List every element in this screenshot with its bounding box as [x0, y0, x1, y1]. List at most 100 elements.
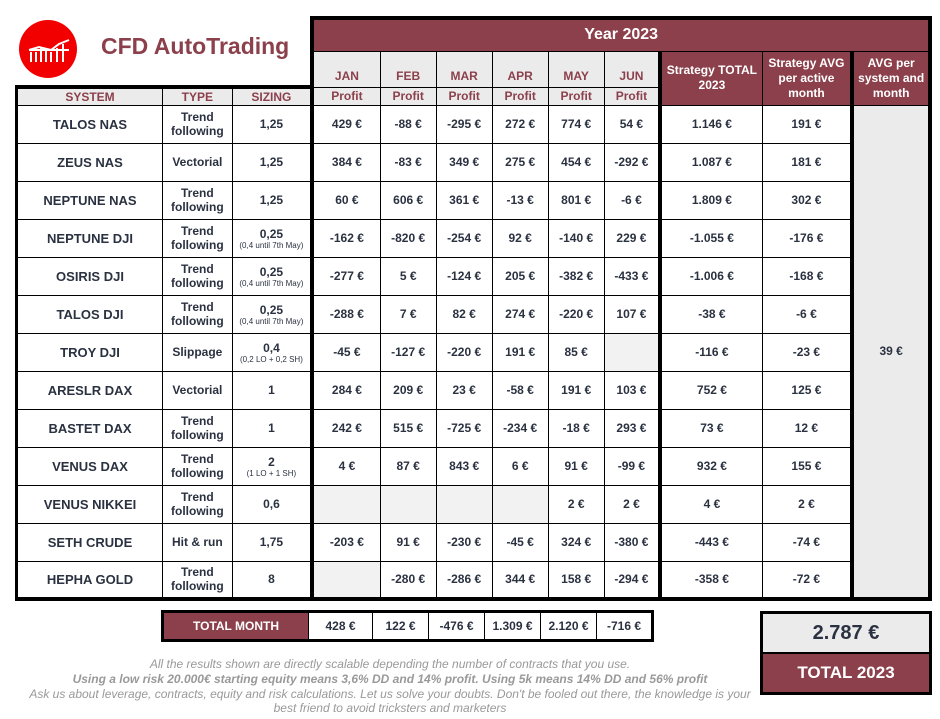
sizing-note: (0,4 until 7th May) — [239, 278, 304, 288]
strategy-avg: -72 € — [761, 560, 853, 601]
profit-cell-jun: 54 € — [603, 104, 661, 144]
avg-system-header: AVG per system and month — [850, 50, 933, 106]
system-type: Trend following — [162, 218, 233, 258]
results-table: Year 2023 JAN FEB MAR APR MAY JUN Strategy TOT… — [15, 16, 933, 601]
profit-cell-mar: -295 € — [435, 104, 493, 144]
system-sizing: 1 — [231, 408, 313, 448]
profit-cell-apr: 6 € — [491, 446, 549, 486]
profit-cell-mar: 82 € — [435, 294, 493, 334]
strategy-total-header: Strategy TOTAL 2023 — [658, 50, 763, 106]
profit-cell-apr: -45 € — [491, 522, 549, 562]
system-type: Trend following — [162, 180, 233, 220]
avg-per-system: 39 € — [850, 104, 933, 601]
profit-cell-jun: -292 € — [603, 142, 661, 182]
profit-cell-jan: 4 € — [310, 446, 381, 486]
total-year-value: 2.787 € — [763, 614, 929, 654]
empty-cell — [310, 484, 381, 524]
strategy-avg: 191 € — [761, 104, 853, 144]
month-header-mar: MAR — [435, 50, 493, 88]
sizing-value: 0,25 — [259, 264, 284, 279]
profit-cell-mar: -230 € — [435, 522, 493, 562]
profit-cell-jan: -288 € — [310, 294, 381, 334]
profit-cell-jan: 242 € — [310, 408, 381, 448]
profit-cell-jan: 384 € — [310, 142, 381, 182]
system-sizing: 8 — [231, 560, 313, 601]
total-month-jan: 428 € — [308, 611, 373, 641]
profit-cell-mar: -254 € — [435, 218, 493, 258]
profit-cell-jan: -162 € — [310, 218, 381, 258]
profit-cell-may: -18 € — [547, 408, 605, 448]
profit-cell-apr: -13 € — [491, 180, 549, 220]
strategy-avg: -23 € — [761, 332, 853, 372]
profit-cell-jun: 2 € — [603, 484, 661, 524]
sizing-value: 0,4 — [263, 340, 280, 355]
profit-cell-may: 801 € — [547, 180, 605, 220]
system-sizing: 0,25 (0,4 until 7th May) — [231, 218, 313, 258]
table-row: ZEUS NAS Vectorial 1,25 384 € -83 €349 €275 … — [15, 142, 931, 182]
month-header-jan: JAN — [310, 50, 381, 88]
col-system: SYSTEM — [15, 85, 163, 106]
total-month-feb: 122 € — [372, 611, 429, 641]
profit-cell-may: -140 € — [547, 218, 605, 258]
sizing-value: 8 — [268, 572, 275, 587]
profit-cell-mar: -286 € — [435, 560, 493, 601]
profit-cell-feb: -88 € — [379, 104, 437, 144]
brand-title: CFD AutoTrading — [101, 33, 290, 59]
profit-cell-jun: 293 € — [603, 408, 661, 448]
table-row: VENUS DAX Trend following 2 (1 LO + 1 SH) 4 … — [15, 446, 931, 486]
strategy-avg: 181 € — [761, 142, 853, 182]
profit-cell-apr: 205 € — [491, 256, 549, 296]
profit-cell-may: 2 € — [547, 484, 605, 524]
system-type: Trend following — [162, 560, 233, 601]
profit-cell-feb: 87 € — [379, 446, 437, 486]
profit-cell-may: 774 € — [547, 104, 605, 144]
profit-cell-may: 454 € — [547, 142, 605, 182]
profit-cell-may: 91 € — [547, 446, 605, 486]
table-row: TROY DJI Slippage 0,4 (0,2 LO + 0,2 SH) -45 … — [15, 332, 931, 372]
sizing-value: 1 — [268, 383, 275, 397]
sizing-value: 0,25 — [259, 302, 284, 317]
total-month-apr: 1.309 € — [484, 611, 541, 641]
profit-cell-feb: -280 € — [379, 560, 437, 601]
profit-cell-may: -220 € — [547, 294, 605, 334]
profit-cell-feb: -820 € — [379, 218, 437, 258]
system-name: TALOS DJI — [15, 294, 163, 334]
total-month-mar: -476 € — [428, 611, 485, 641]
strategy-avg-header: Strategy AVG per active month — [761, 50, 853, 106]
sizing-note: (0,2 LO + 0,2 SH) — [239, 354, 303, 364]
system-name: ZEUS NAS — [15, 142, 163, 182]
profit-header: Profit — [435, 86, 493, 106]
strategy-total: -443 € — [658, 522, 763, 562]
strategy-avg: 155 € — [761, 446, 853, 486]
system-name: TROY DJI — [15, 332, 163, 372]
total-month-label: TOTAL MONTH — [162, 611, 309, 641]
system-name: VENUS DAX — [15, 446, 163, 486]
total-month-jun: -716 € — [596, 611, 653, 641]
profit-cell-mar: 23 € — [435, 370, 493, 410]
system-type: Trend following — [162, 484, 233, 524]
system-sizing: 0,25 (0,4 until 7th May) — [231, 256, 313, 296]
profit-cell-feb: -127 € — [379, 332, 437, 372]
strategy-total: -1.055 € — [658, 218, 763, 258]
system-name: NEPTUNE DJI — [15, 218, 163, 258]
profit-header: Profit — [379, 86, 437, 106]
profit-cell-apr: 275 € — [491, 142, 549, 182]
profit-cell-jun: 229 € — [603, 218, 661, 258]
note-contact: Ask us about leverage, contracts, equity… — [29, 687, 751, 715]
month-header-feb: FEB — [379, 50, 437, 88]
profit-cell-mar: 843 € — [435, 446, 493, 486]
profit-cell-feb: 515 € — [379, 408, 437, 448]
sizing-value: 1,25 — [259, 117, 284, 131]
sizing-value: 1,25 — [259, 155, 284, 169]
system-sizing: 1,25 — [231, 104, 313, 144]
total-year-label: TOTAL 2023 — [763, 654, 929, 692]
sizing-value: 0,25 — [259, 226, 284, 241]
col-sizing: SIZING — [231, 85, 313, 106]
strategy-avg: -168 € — [761, 256, 853, 296]
profit-cell-jan: 429 € — [310, 104, 381, 144]
profit-cell-jan: -203 € — [310, 522, 381, 562]
sizing-value: 1,75 — [259, 535, 284, 549]
logo-chart-icon — [19, 20, 77, 78]
profit-cell-may: 324 € — [547, 522, 605, 562]
strategy-avg: -74 € — [761, 522, 853, 562]
